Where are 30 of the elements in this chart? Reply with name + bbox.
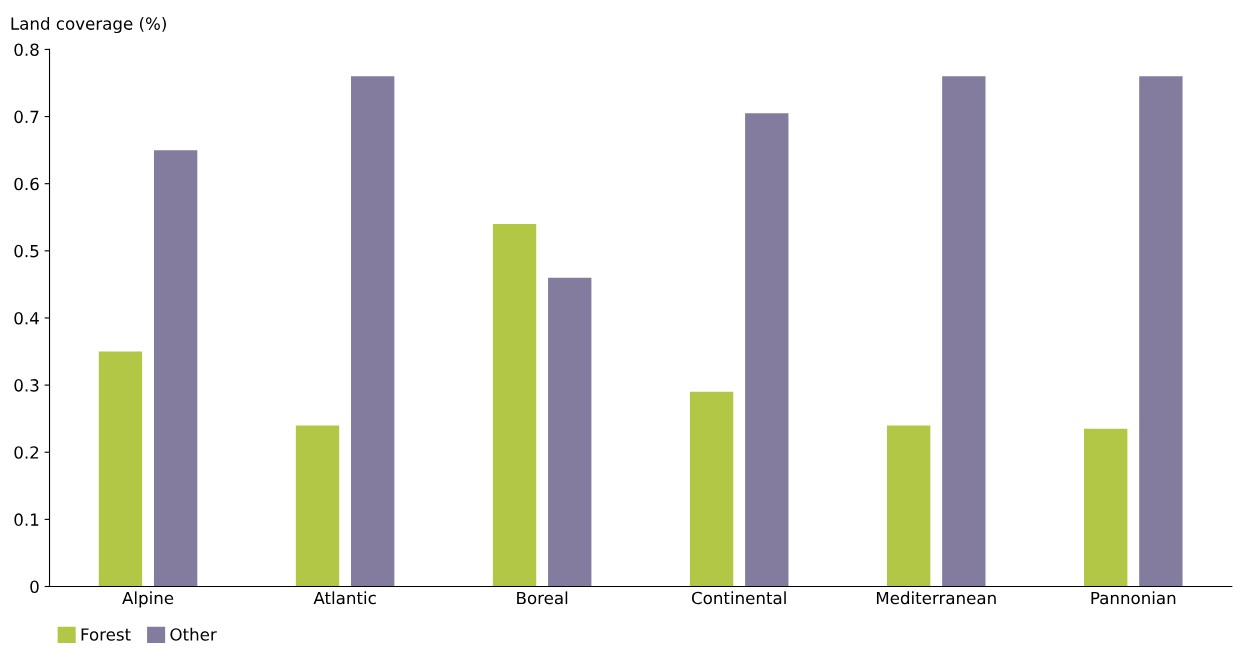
y-axis-title: Land coverage (%) (11, 16, 166, 34)
x-tick-label: Mediterranean (876, 591, 996, 605)
x-tick-label: Atlantic (313, 591, 376, 605)
y-tick-label: 0.5 (14, 244, 39, 258)
legend-label: Other (170, 627, 217, 641)
bar (492, 223, 537, 587)
x-tick-label: Continental (691, 591, 786, 605)
bar (1139, 76, 1183, 587)
x-tick-label: Alpine (122, 591, 174, 608)
y-tick-label: 0 (30, 580, 39, 594)
y-tick-label: 0.2 (14, 446, 39, 459)
x-tick-label: Boreal (517, 591, 568, 605)
x-tick-label: Pannonian (1091, 591, 1176, 605)
y-tick-label: 0.3 (14, 379, 39, 392)
y-tick-label: 0.7 (14, 110, 39, 124)
bar (942, 76, 986, 587)
bar (98, 351, 143, 587)
legend-label: Forest (81, 628, 131, 641)
bar (153, 150, 198, 587)
bar (1084, 428, 1128, 587)
bar (886, 425, 931, 587)
bar (295, 425, 340, 587)
y-tick-label: 0.8 (14, 43, 39, 56)
y-tick-label: 0.1 (14, 513, 39, 526)
y-tick-label: 0.6 (14, 177, 39, 191)
bar (548, 277, 592, 587)
y-tick-label: 0.4 (14, 311, 39, 325)
bar (689, 391, 734, 587)
bar (745, 113, 789, 587)
bar (351, 76, 395, 587)
